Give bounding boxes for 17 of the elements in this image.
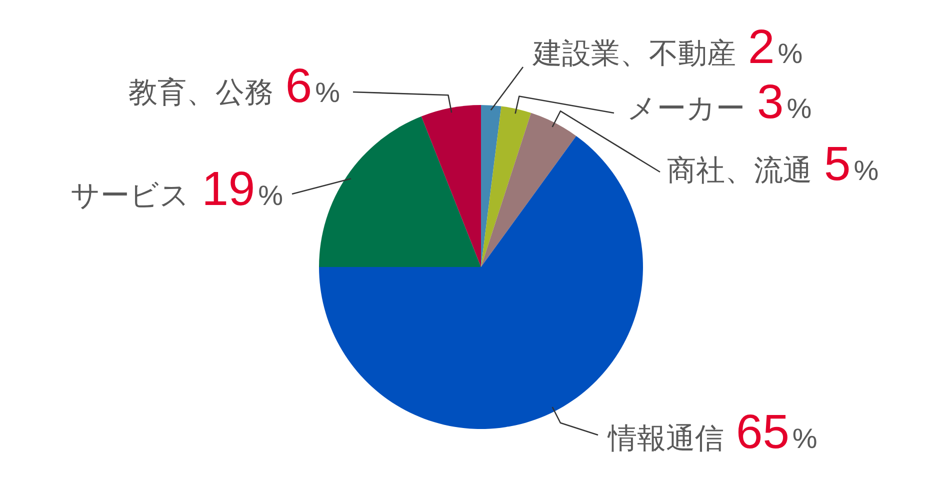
slice-label: 情報通信 bbox=[607, 421, 724, 455]
slice-label: 教育、公務 bbox=[128, 75, 274, 109]
data-label: 19% bbox=[202, 163, 283, 216]
data-label: 65% bbox=[736, 406, 818, 459]
pie-slice bbox=[481, 106, 532, 267]
pie-slice bbox=[481, 105, 502, 267]
slice-label: 建設業、不動産 bbox=[532, 36, 736, 70]
pie-slice bbox=[481, 112, 576, 267]
data-label: 5% bbox=[824, 138, 879, 191]
slice-label: 商社、流通 bbox=[667, 153, 812, 187]
data-label: 6% bbox=[285, 60, 340, 113]
pie-slice bbox=[319, 116, 481, 267]
slice-label: サービス bbox=[70, 178, 190, 212]
data-label: 3% bbox=[757, 76, 812, 129]
data-label: 2% bbox=[748, 21, 803, 74]
slice-label: メーカー bbox=[627, 91, 745, 125]
pie-slice bbox=[421, 105, 481, 267]
